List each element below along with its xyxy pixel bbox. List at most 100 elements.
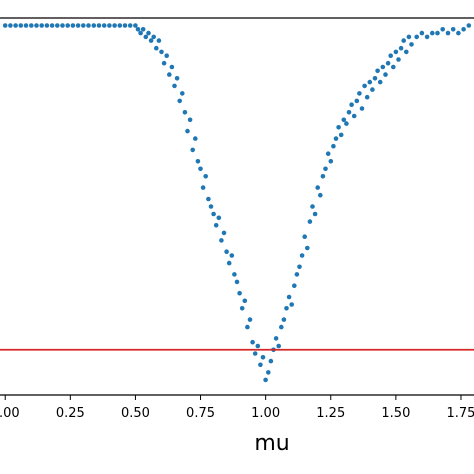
data-point xyxy=(461,27,466,32)
data-point xyxy=(320,174,326,179)
data-point xyxy=(101,23,107,28)
data-point xyxy=(466,23,472,28)
data-point xyxy=(250,339,255,345)
data-point xyxy=(185,128,190,134)
data-point xyxy=(354,98,360,104)
data-point xyxy=(195,159,201,164)
data-point xyxy=(174,76,180,81)
x-tick-label: 0.25 xyxy=(56,406,85,421)
x-tick-label: 1.75 xyxy=(447,406,474,421)
data-point xyxy=(419,30,425,36)
data-point xyxy=(161,60,167,66)
data-point xyxy=(146,30,151,36)
x-axis-ticks: 0.00 0.25 0.50 0.75 1.00 1.25 1.50 1.75 xyxy=(0,395,474,421)
data-point xyxy=(276,343,282,349)
data-point xyxy=(49,23,55,28)
data-point xyxy=(388,53,394,58)
data-point xyxy=(336,125,341,130)
data-point xyxy=(393,49,399,55)
data-point xyxy=(377,79,383,85)
data-point xyxy=(55,23,60,28)
data-point xyxy=(117,23,123,28)
data-point xyxy=(245,324,250,330)
data-point xyxy=(239,306,245,311)
data-point xyxy=(143,34,149,40)
data-point xyxy=(315,185,321,190)
data-point xyxy=(310,204,315,209)
data-point xyxy=(112,23,117,28)
x-tick-label: 1.50 xyxy=(381,406,410,421)
data-point xyxy=(44,23,50,28)
data-point xyxy=(404,49,409,55)
data-point xyxy=(234,279,240,285)
data-point xyxy=(456,30,461,36)
data-point xyxy=(229,253,235,258)
data-point xyxy=(325,151,331,156)
data-point xyxy=(289,302,295,307)
data-point xyxy=(154,45,159,51)
data-point xyxy=(159,49,164,55)
data-point xyxy=(39,23,44,28)
data-point xyxy=(268,358,274,364)
data-point xyxy=(226,260,232,266)
data-point xyxy=(81,23,86,28)
data-point xyxy=(247,317,253,322)
data-point xyxy=(344,121,349,126)
data-point xyxy=(396,57,401,62)
x-tick-label: 0.00 xyxy=(0,406,20,421)
data-point xyxy=(385,60,391,66)
data-point xyxy=(263,377,268,383)
data-point xyxy=(333,136,339,141)
data-point xyxy=(284,306,289,311)
data-point xyxy=(29,23,34,28)
data-point xyxy=(323,166,328,172)
data-point xyxy=(430,30,435,36)
data-point xyxy=(338,132,344,138)
data-point xyxy=(346,110,352,115)
data-point xyxy=(281,317,287,322)
x-tick-label: 1.25 xyxy=(316,406,345,421)
data-point xyxy=(206,196,211,202)
data-point xyxy=(96,23,102,28)
data-point xyxy=(70,23,76,28)
data-point xyxy=(328,159,334,164)
data-point xyxy=(237,290,242,296)
data-point xyxy=(135,27,141,32)
data-point xyxy=(435,30,440,36)
data-point xyxy=(232,272,237,277)
data-point xyxy=(302,234,308,239)
data-point xyxy=(424,34,430,40)
data-point xyxy=(357,91,362,96)
data-point xyxy=(252,351,258,356)
data-point xyxy=(380,64,386,70)
data-point xyxy=(60,23,65,28)
data-point xyxy=(297,264,302,270)
data-point xyxy=(375,68,380,74)
data-point xyxy=(364,94,370,100)
data-point xyxy=(151,34,156,40)
data-point xyxy=(86,23,91,28)
data-point xyxy=(34,23,39,28)
data-point xyxy=(409,42,414,47)
data-point xyxy=(198,166,203,172)
data-point xyxy=(169,64,175,70)
data-point xyxy=(23,23,29,28)
data-point xyxy=(286,294,292,300)
data-point xyxy=(208,204,214,209)
data-point xyxy=(351,113,357,119)
data-point xyxy=(18,23,24,28)
data-point xyxy=(177,98,182,104)
data-point xyxy=(133,23,138,28)
data-point xyxy=(406,34,412,40)
data-point xyxy=(372,76,378,81)
data-point xyxy=(13,23,18,28)
scatter-points xyxy=(2,23,472,383)
data-point xyxy=(216,215,222,221)
data-point xyxy=(156,38,162,43)
data-point xyxy=(391,64,396,70)
data-point xyxy=(341,117,347,123)
data-point xyxy=(401,38,407,43)
data-point xyxy=(107,23,112,28)
data-point xyxy=(273,336,279,341)
